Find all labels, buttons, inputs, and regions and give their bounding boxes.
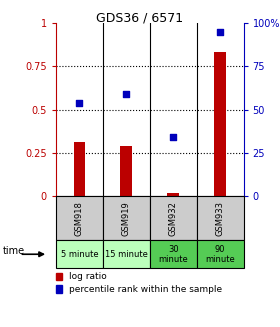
Text: 30
minute: 30 minute — [158, 245, 188, 264]
Bar — [167, 193, 179, 196]
Point — [77, 100, 82, 105]
Text: 15 minute: 15 minute — [105, 250, 148, 259]
Bar — [120, 146, 132, 196]
Text: GDS36 / 6571: GDS36 / 6571 — [96, 11, 184, 25]
Text: GSM932: GSM932 — [169, 201, 178, 236]
Text: GSM919: GSM919 — [122, 201, 131, 236]
Text: percentile rank within the sample: percentile rank within the sample — [69, 284, 222, 294]
Text: GSM933: GSM933 — [216, 201, 225, 236]
Text: log ratio: log ratio — [69, 272, 106, 281]
Text: time: time — [3, 246, 25, 256]
Bar — [74, 143, 85, 196]
Point — [171, 135, 176, 140]
Text: 90
minute: 90 minute — [205, 245, 235, 264]
Point — [218, 29, 222, 34]
Text: 5 minute: 5 minute — [61, 250, 98, 259]
Bar — [214, 52, 226, 196]
Text: GSM918: GSM918 — [75, 201, 84, 236]
Point — [124, 91, 129, 96]
